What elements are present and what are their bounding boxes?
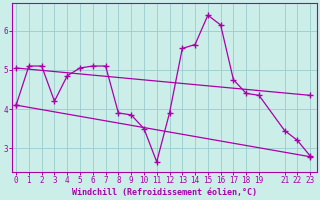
X-axis label: Windchill (Refroidissement éolien,°C): Windchill (Refroidissement éolien,°C): [72, 188, 257, 197]
